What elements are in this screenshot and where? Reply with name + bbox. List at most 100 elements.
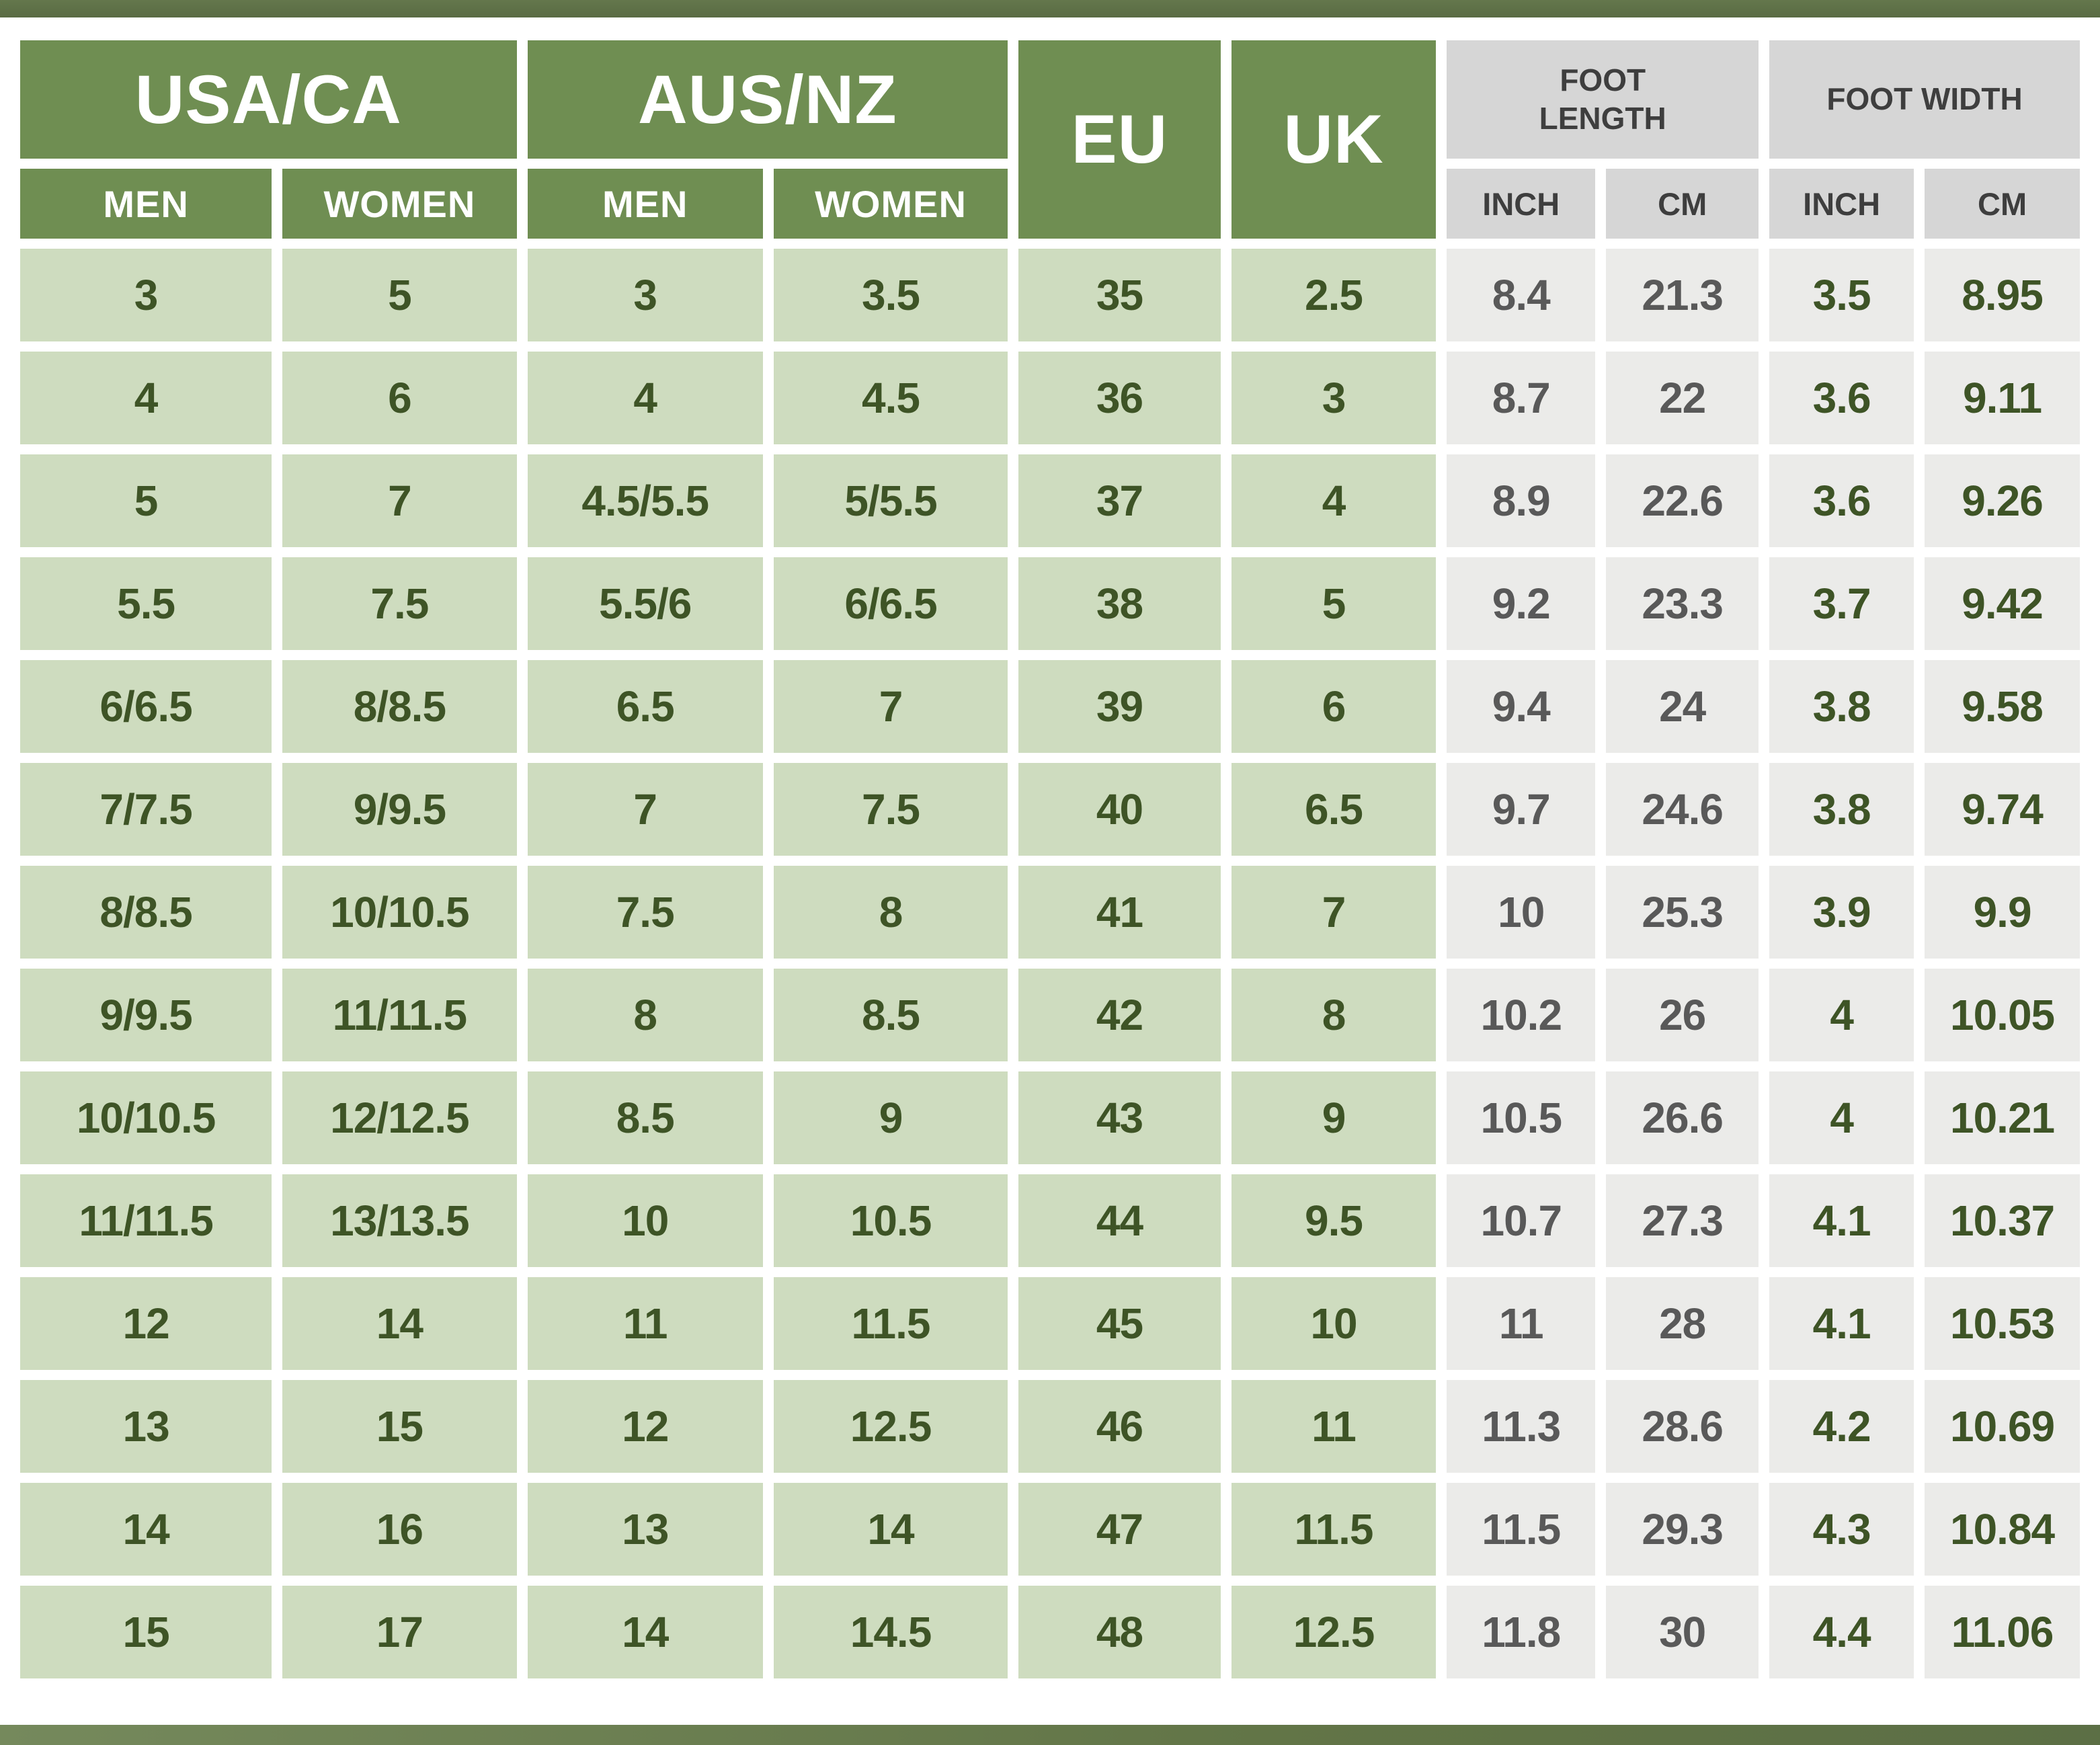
table-cell-r13-c2: 16 <box>282 1483 517 1576</box>
table-cell-r1-c2: 5 <box>282 249 517 341</box>
table-cell-r12-c10: 10.69 <box>1925 1380 2080 1473</box>
table-cell-r7-c5: 41 <box>1018 866 1221 959</box>
table-cell-r9-c6: 9 <box>1231 1071 1437 1164</box>
foot-length-header-label: FOOT LENGTH <box>1539 62 1666 136</box>
uk-header: UK <box>1231 40 1437 239</box>
table-cell-r6-c6: 6.5 <box>1231 763 1437 856</box>
table-cell-r8-c7: 10.2 <box>1447 969 1596 1061</box>
table-cell-r11-c9: 4.1 <box>1769 1277 1914 1370</box>
table-cell-r5-c4: 7 <box>773 660 1008 753</box>
table-cell-r11-c4: 11.5 <box>773 1277 1008 1370</box>
table-cell-r5-c8: 24 <box>1606 660 1759 753</box>
table-cell-r1-c9: 3.5 <box>1769 249 1914 341</box>
table-cell-r9-c2: 12/12.5 <box>282 1071 517 1164</box>
table-cell-r14-c10: 11.06 <box>1925 1586 2080 1678</box>
table-cell-r8-c8: 26 <box>1606 969 1759 1061</box>
table-cell-r9-c9: 4 <box>1769 1071 1914 1164</box>
table-cell-r4-c2: 7.5 <box>282 557 517 650</box>
table-cell-r11-c5: 45 <box>1018 1277 1221 1370</box>
table-cell-r9-c10: 10.21 <box>1925 1071 2080 1164</box>
table-cell-r11-c3: 11 <box>527 1277 763 1370</box>
table-cell-r1-c10: 8.95 <box>1925 249 2080 341</box>
table-cell-r10-c1: 11/11.5 <box>20 1174 272 1267</box>
table-cell-r2-c3: 4 <box>527 352 763 444</box>
aus-men-subheader: MEN <box>527 169 763 239</box>
table-cell-r7-c8: 25.3 <box>1606 866 1759 959</box>
table-cell-r2-c9: 3.6 <box>1769 352 1914 444</box>
eu-header-label: EU <box>1071 101 1168 177</box>
table-cell-r2-c10: 9.11 <box>1925 352 2080 444</box>
table-cell-r7-c7: 10 <box>1447 866 1596 959</box>
table-cell-r2-c1: 4 <box>20 352 272 444</box>
table-cell-r10-c5: 44 <box>1018 1174 1221 1267</box>
table-cell-r14-c9: 4.4 <box>1769 1586 1914 1678</box>
table-cell-r4-c1: 5.5 <box>20 557 272 650</box>
size-chart-table: USA/CA AUS/NZ EU UK FOOT LENGTH FOOT WID… <box>20 40 2080 1678</box>
table-cell-r4-c9: 3.7 <box>1769 557 1914 650</box>
length-cm-subheader: CM <box>1606 169 1759 239</box>
table-cell-r11-c1: 12 <box>20 1277 272 1370</box>
table-cell-r12-c7: 11.3 <box>1447 1380 1596 1473</box>
table-cell-r1-c8: 21.3 <box>1606 249 1759 341</box>
table-cell-r4-c10: 9.42 <box>1925 557 2080 650</box>
table-cell-r4-c6: 5 <box>1231 557 1437 650</box>
table-cell-r14-c8: 30 <box>1606 1586 1759 1678</box>
table-cell-r5-c7: 9.4 <box>1447 660 1596 753</box>
table-cell-r10-c7: 10.7 <box>1447 1174 1596 1267</box>
table-cell-r7-c4: 8 <box>773 866 1008 959</box>
table-cell-r6-c9: 3.8 <box>1769 763 1914 856</box>
table-cell-r3-c9: 3.6 <box>1769 454 1914 547</box>
table-cell-r12-c3: 12 <box>527 1380 763 1473</box>
aus-women-subheader-label: WOMEN <box>815 182 967 225</box>
table-cell-r10-c9: 4.1 <box>1769 1174 1914 1267</box>
table-cell-r8-c9: 4 <box>1769 969 1914 1061</box>
eu-header: EU <box>1018 40 1221 239</box>
table-cell-r6-c5: 40 <box>1018 763 1221 856</box>
table-cell-r2-c6: 3 <box>1231 352 1437 444</box>
table-cell-r2-c7: 8.7 <box>1447 352 1596 444</box>
length-inch-subheader-label: INCH <box>1482 186 1560 222</box>
table-cell-r11-c6: 10 <box>1231 1277 1437 1370</box>
table-cell-r7-c10: 9.9 <box>1925 866 2080 959</box>
usa-women-subheader: WOMEN <box>282 169 517 239</box>
bottom-border-bar <box>0 1725 2100 1745</box>
table-cell-r1-c4: 3.5 <box>773 249 1008 341</box>
table-cell-r11-c7: 11 <box>1447 1277 1596 1370</box>
length-cm-subheader-label: CM <box>1658 186 1707 222</box>
table-cell-r9-c7: 10.5 <box>1447 1071 1596 1164</box>
table-cell-r5-c2: 8/8.5 <box>282 660 517 753</box>
foot-length-header: FOOT LENGTH <box>1447 40 1759 159</box>
table-cell-r8-c1: 9/9.5 <box>20 969 272 1061</box>
table-cell-r7-c6: 7 <box>1231 866 1437 959</box>
table-cell-r7-c1: 8/8.5 <box>20 866 272 959</box>
usa-ca-header: USA/CA <box>20 40 517 159</box>
table-cell-r7-c3: 7.5 <box>527 866 763 959</box>
table-cell-r2-c2: 6 <box>282 352 517 444</box>
table-cell-r12-c8: 28.6 <box>1606 1380 1759 1473</box>
table-cell-r4-c8: 23.3 <box>1606 557 1759 650</box>
table-cell-r14-c7: 11.8 <box>1447 1586 1596 1678</box>
table-cell-r13-c1: 14 <box>20 1483 272 1576</box>
table-cell-r9-c1: 10/10.5 <box>20 1071 272 1164</box>
width-cm-subheader: CM <box>1925 169 2080 239</box>
table-cell-r5-c10: 9.58 <box>1925 660 2080 753</box>
top-border-bar <box>0 0 2100 17</box>
table-cell-r10-c6: 9.5 <box>1231 1174 1437 1267</box>
table-cell-r14-c4: 14.5 <box>773 1586 1008 1678</box>
table-cell-r14-c6: 12.5 <box>1231 1586 1437 1678</box>
table-cell-r6-c1: 7/7.5 <box>20 763 272 856</box>
table-cell-r12-c6: 11 <box>1231 1380 1437 1473</box>
table-cell-r12-c5: 46 <box>1018 1380 1221 1473</box>
usa-men-subheader-label: MEN <box>103 182 189 225</box>
table-cell-r14-c1: 15 <box>20 1586 272 1678</box>
table-cell-r6-c2: 9/9.5 <box>282 763 517 856</box>
table-cell-r5-c3: 6.5 <box>527 660 763 753</box>
table-cell-r4-c3: 5.5/6 <box>527 557 763 650</box>
table-cell-r13-c3: 13 <box>527 1483 763 1576</box>
table-cell-r11-c10: 10.53 <box>1925 1277 2080 1370</box>
table-cell-r5-c1: 6/6.5 <box>20 660 272 753</box>
table-cell-r3-c2: 7 <box>282 454 517 547</box>
table-cell-r12-c2: 15 <box>282 1380 517 1473</box>
table-cell-r9-c5: 43 <box>1018 1071 1221 1164</box>
usa-women-subheader-label: WOMEN <box>323 182 476 225</box>
